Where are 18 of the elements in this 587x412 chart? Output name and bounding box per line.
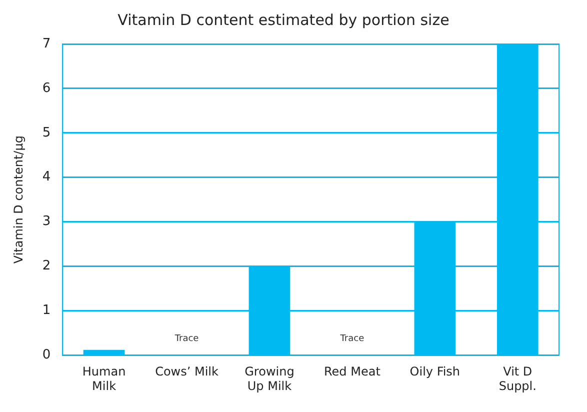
y-tick-label: 1 — [42, 303, 51, 318]
y-tick-label: 5 — [42, 125, 51, 140]
y-axis-title: Vitamin D content/µg — [11, 136, 26, 264]
x-tick-label: Cows’ Milk — [155, 364, 218, 379]
x-tick-label: Red Meat — [324, 364, 381, 379]
text: Trace — [174, 334, 199, 344]
y-tick-label: 3 — [42, 214, 51, 230]
y-tick-label: 6 — [42, 80, 51, 96]
text: Trace — [340, 334, 364, 344]
x-tick-label: Human Milk — [82, 364, 126, 393]
y-tick-label: 0 — [42, 348, 51, 363]
x-tick-label: Vit D Suppl. — [498, 364, 536, 393]
x-tick-label: Oily Fish — [410, 364, 460, 379]
y-tick-label: 7 — [42, 36, 51, 52]
y-tick-label: 2 — [42, 258, 51, 274]
x-tick-label: Growing Up Milk — [244, 364, 294, 393]
chart-title: Vitamin D content estimated by portion size — [118, 10, 450, 29]
y-tick-label: 4 — [42, 170, 51, 185]
